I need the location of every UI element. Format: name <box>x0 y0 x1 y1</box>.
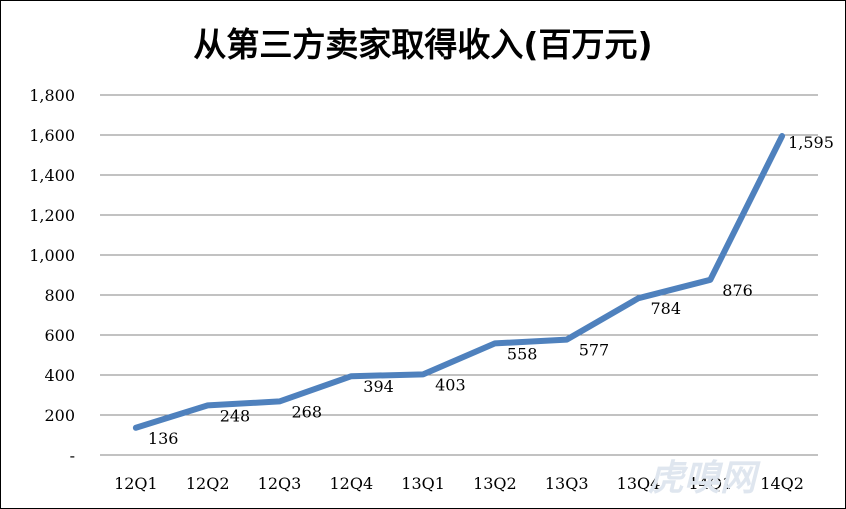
x-tick-label: 14Q1 <box>688 474 732 493</box>
chart-title: 从第三方卖家取得收入(百万元) <box>193 25 653 64</box>
series-line <box>132 133 786 431</box>
x-tick-label: 12Q2 <box>186 474 230 493</box>
data-label: 403 <box>435 375 466 394</box>
data-label: 876 <box>722 281 753 300</box>
x-tick-label: 12Q1 <box>114 474 158 493</box>
y-tick-label: 1,200 <box>29 206 75 225</box>
data-label: 1,595 <box>788 133 834 152</box>
y-tick-label: 600 <box>44 326 75 345</box>
x-tick-label: 13Q3 <box>545 474 589 493</box>
y-tick-label: - <box>70 446 75 465</box>
x-tick-label: 13Q1 <box>401 474 445 493</box>
data-label: 136 <box>148 429 179 448</box>
data-label: 268 <box>292 402 323 421</box>
data-label: 784 <box>651 299 682 318</box>
gridlines <box>100 94 818 456</box>
y-axis-ticks: - 200 400 600 800 1,000 1,200 1,400 1,600 1,800 <box>29 86 75 465</box>
x-tick-label: 12Q4 <box>329 474 373 493</box>
x-tick-label: 13Q4 <box>617 474 661 493</box>
data-labels: 136 248 268 394 403 558 577 784 876 1,595 <box>148 133 834 448</box>
data-label: 558 <box>507 344 538 363</box>
y-tick-label: 400 <box>44 366 75 385</box>
x-axis-ticks: 12Q1 12Q2 12Q3 12Q4 13Q1 13Q2 13Q3 13Q4 14Q1 14Q2 <box>114 474 804 493</box>
data-label: 577 <box>579 341 610 360</box>
y-tick-label: 1,800 <box>29 86 75 105</box>
x-tick-label: 14Q2 <box>760 474 804 493</box>
data-label: 394 <box>363 377 394 396</box>
y-tick-label: 200 <box>44 406 75 425</box>
y-tick-label: 800 <box>44 286 75 305</box>
x-tick-label: 13Q2 <box>473 474 517 493</box>
y-tick-label: 1,600 <box>29 126 75 145</box>
y-tick-label: 1,000 <box>29 246 75 265</box>
data-label: 248 <box>220 406 251 425</box>
watermark: 虎嗅网 <box>648 458 761 499</box>
y-tick-label: 1,400 <box>29 166 75 185</box>
x-tick-label: 12Q3 <box>258 474 302 493</box>
